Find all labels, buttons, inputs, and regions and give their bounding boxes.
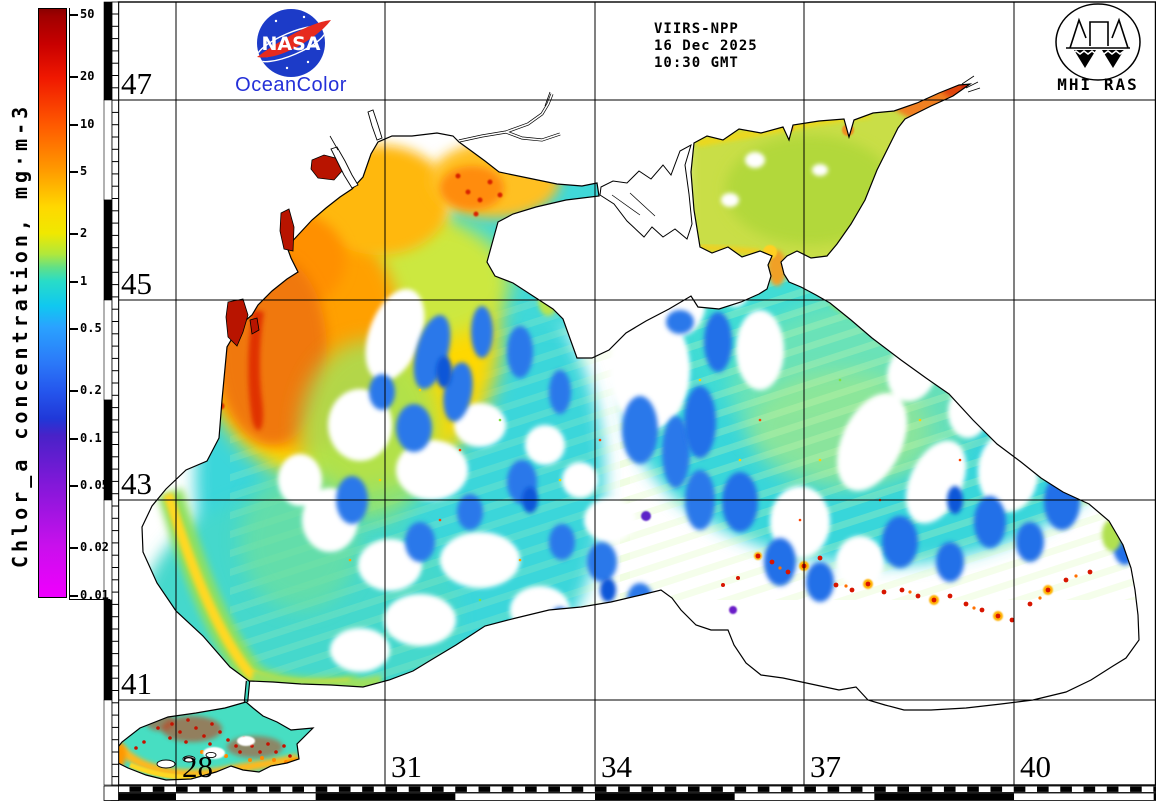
mhi-emblem-lines (1066, 17, 1130, 49)
colorbar-tick (70, 437, 78, 440)
river-lines (329, 75, 981, 151)
colorbar-tick (70, 485, 78, 487)
colorbar-tick-label: 0.5 (80, 321, 102, 335)
colorbar-tick (70, 390, 78, 393)
coastline (111, 75, 1140, 781)
colorbar-tick-label: 5 (80, 164, 88, 178)
longitude-label: 28 (182, 749, 213, 784)
latitude-label: 43 (121, 466, 152, 501)
colorbar-title: Chlor_a concentration, mg·m-3 (8, 102, 32, 568)
nasa-orbit-ellipse (257, 25, 325, 63)
colorbar-tick-label: 0.02 (80, 540, 109, 555)
colorbar-tick (70, 594, 78, 597)
colorbar-tick-label: 0.01 (80, 587, 109, 602)
product-header: VIIRS-NPP 16 Dec 2025 10:30 GMT (654, 21, 758, 72)
colorbar-tick-label: 10 (80, 116, 95, 131)
longitude-label: 37 (810, 749, 841, 784)
mhi-circle (1055, 3, 1141, 81)
colorbar-tick-label: 0.05 (80, 478, 109, 492)
sivash-lagoon (599, 143, 693, 240)
colorbar-tick (70, 328, 78, 330)
longitude-label: 31 (391, 749, 422, 784)
latitude-label: 47 (121, 66, 152, 101)
dnieper-bug-liman (458, 93, 561, 143)
mhi-ras-logo (1055, 3, 1141, 81)
south-coast-bloom-dots (721, 552, 1093, 623)
danube-limans (225, 154, 343, 347)
colorbar-tick (70, 280, 78, 283)
nasa-wordmark: NASA (262, 33, 321, 55)
colorbar-tick-label: 2 (80, 226, 88, 241)
colorbar-label-box (69, 8, 110, 600)
colorbar-tick (70, 14, 78, 16)
marmara-islands (156, 751, 217, 769)
latitude-label: 41 (121, 666, 152, 701)
colorbar-tick-label: 20 (80, 69, 95, 84)
nasa-logo: NASA (257, 9, 331, 77)
mhi-wave-line (1071, 50, 1129, 55)
colorbar-tick (70, 547, 78, 550)
colorbar-gradient (38, 8, 67, 598)
odessa-limans (367, 109, 383, 141)
colorbar-tick-label: 1 (80, 273, 88, 288)
dniester-liman (330, 146, 359, 189)
bosphorus-strait (243, 680, 251, 703)
colorbar-tick (70, 233, 78, 236)
colorbar-tick-label: 0.2 (80, 383, 102, 398)
colorbar-tick-label: 50 (80, 7, 95, 21)
oceancolor-label: OceanColor (235, 74, 347, 96)
mhi-ras-label: MHI RAS (1057, 75, 1139, 94)
latitude-label: 45 (121, 266, 152, 301)
colorbar-tick-label: 0.1 (80, 430, 102, 445)
sensor-name: VIIRS-NPP (654, 21, 739, 37)
nasa-swoosh (257, 20, 331, 58)
acquisition-time: 10:30 GMT (654, 55, 739, 71)
graticule (118, 2, 1156, 785)
longitude-label: 40 (1020, 749, 1051, 784)
colorbar-tick (70, 123, 78, 126)
colorbar-tick (70, 171, 78, 173)
chlorophyll-data-field (112, 84, 1139, 780)
longitude-label: 34 (601, 749, 632, 784)
colorbar-tick (70, 76, 78, 79)
acquisition-date: 16 Dec 2025 (654, 38, 758, 54)
